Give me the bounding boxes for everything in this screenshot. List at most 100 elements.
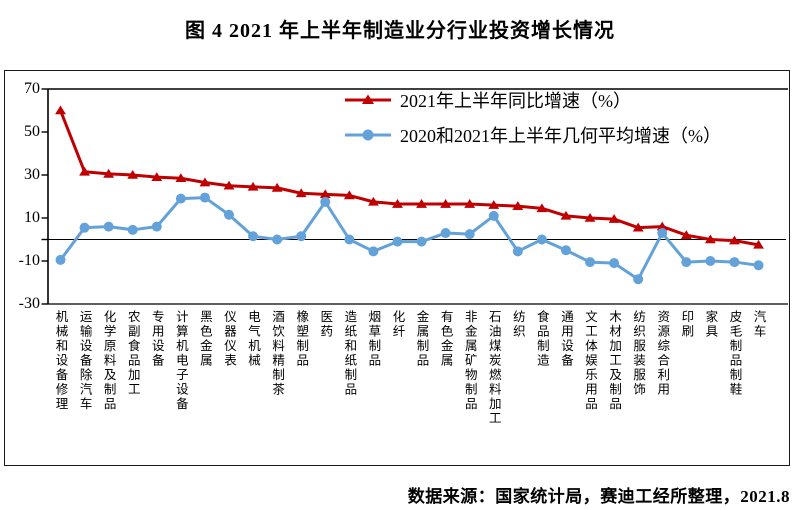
series-geomean-marker <box>440 228 451 239</box>
series-yoy-marker <box>512 201 524 210</box>
series-yoy-marker <box>632 222 644 232</box>
series-yoy-marker <box>103 168 115 178</box>
series-geomean-marker <box>368 246 379 257</box>
series-geomean-marker <box>488 210 499 221</box>
series-geomean-marker <box>272 234 283 245</box>
series-yoy-marker <box>223 180 235 190</box>
chart-legend: 2021年上半年同比增速（%） 2020和2021年上半年几何平均增速（%） <box>344 88 721 158</box>
series-geomean-marker <box>127 224 138 235</box>
x-axis-category-label: 黑色金属 <box>197 310 212 368</box>
series-geomean-marker <box>585 257 596 268</box>
series-geomean-marker <box>344 234 355 245</box>
series-geomean-marker <box>705 256 716 266</box>
x-axis-category-label: 电气机械 <box>246 310 261 368</box>
series-yoy-marker <box>392 199 403 208</box>
legend-label-geomean: 2020和2021年上半年几何平均增速（%） <box>400 126 721 146</box>
x-axis-category-label: 纺织 <box>510 310 525 339</box>
series-geomean-marker <box>79 222 90 233</box>
series-geomean-marker <box>296 231 307 242</box>
x-axis-category-label: 酒饮料精制茶 <box>270 310 285 397</box>
series-geomean-marker <box>633 274 644 285</box>
x-axis-category-label: 金属制品 <box>414 310 429 368</box>
series-geomean-marker <box>151 221 162 232</box>
series-yoy-marker <box>488 200 500 209</box>
series-geomean-marker <box>681 257 692 268</box>
series-geomean-marker <box>657 228 668 239</box>
x-axis-category-label: 运输设备除汽车 <box>77 310 92 412</box>
series-yoy-marker <box>536 203 548 213</box>
y-axis-tick-label: 50 <box>24 123 40 140</box>
legend-marker-yoy-icon <box>345 94 391 104</box>
series-yoy-marker <box>79 166 90 176</box>
x-axis-category-label: 皮毛制品制鞋 <box>727 310 742 397</box>
series-yoy-marker <box>440 199 452 208</box>
series-yoy-marker <box>55 105 66 115</box>
legend-marker-geomean-icon <box>345 129 391 141</box>
x-axis-category-label: 造纸和纸制品 <box>342 310 357 397</box>
x-axis-category-label: 专用设备 <box>149 310 164 368</box>
y-axis-tick-label: 30 <box>24 166 40 183</box>
data-source-note: 数据来源：国家统计局，赛迪工经所整理，2021.8 <box>407 487 790 506</box>
series-geomean-marker <box>753 260 764 271</box>
series-geomean-marker <box>464 229 475 240</box>
series-yoy-marker <box>319 189 331 199</box>
series-geomean-marker <box>512 246 523 257</box>
x-axis-category-label: 印刷 <box>679 310 694 339</box>
series-yoy-line <box>59 109 761 247</box>
x-axis-category-label: 仪器仪表 <box>221 310 236 368</box>
series-yoy-marker <box>729 235 740 245</box>
x-axis-category-label: 通用设备 <box>558 310 573 368</box>
x-axis-category-label: 非金属矿物制品 <box>462 310 477 412</box>
x-axis-category-label: 有色金属 <box>438 310 453 368</box>
series-yoy-marker <box>343 190 355 200</box>
x-axis-category-label: 木材加工及制品 <box>607 310 622 412</box>
series-geomean-marker <box>103 221 114 232</box>
x-axis-category-label: 汽车 <box>751 310 766 339</box>
series-yoy-marker <box>151 172 163 181</box>
series-geomean-line <box>59 196 761 281</box>
series-yoy-marker <box>753 239 764 249</box>
x-axis-category-label: 家具 <box>703 310 718 339</box>
y-axis-tick-label: -10 <box>18 252 40 269</box>
x-axis-category-label: 资源综合利用 <box>655 310 670 397</box>
series-yoy-marker <box>584 213 596 222</box>
x-axis-category-label: 计算机电子设备 <box>173 310 188 412</box>
y-axis-tick-label: 70 <box>24 80 40 97</box>
series-geomean-marker <box>609 258 620 269</box>
series-geomean-marker <box>536 234 547 245</box>
y-axis-tick-label: -30 <box>18 295 40 312</box>
legend-label-yoy: 2021年上半年同比增速（%） <box>400 91 631 111</box>
series-yoy-marker <box>464 199 476 208</box>
legend-row-geomean: 2020和2021年上半年几何平均增速（%） <box>344 123 721 147</box>
x-axis-category-label: 化学原料及制品 <box>101 310 116 412</box>
chart-outer-border <box>4 70 790 466</box>
chart-title: 图 4 2021 年上半年制造业分行业投资增长情况 <box>185 20 615 42</box>
series-geomean-marker <box>416 236 427 247</box>
series-yoy-marker <box>175 173 187 183</box>
series-yoy-marker <box>247 181 259 191</box>
x-axis-category-label: 石油煤炭燃料加工 <box>486 310 501 426</box>
series-geomean-marker <box>248 231 259 242</box>
series-yoy-marker <box>271 182 283 192</box>
series-geomean-marker <box>320 196 331 207</box>
series-geomean-marker <box>199 192 210 203</box>
series-geomean-marker <box>392 236 403 247</box>
series-yoy-marker <box>368 196 379 206</box>
series-geomean-marker <box>223 209 234 220</box>
x-axis-category-label: 纺织服装服饰 <box>631 310 646 397</box>
x-axis-category-label: 农副食品加工 <box>125 310 140 397</box>
legend-row-yoy: 2021年上半年同比增速（%） <box>344 88 721 112</box>
series-yoy-marker <box>199 177 211 187</box>
series-geomean-marker <box>175 193 186 204</box>
series-yoy-marker <box>608 214 620 223</box>
x-axis-category-label: 食品制造 <box>534 310 549 368</box>
x-axis-category-label: 机械和设备修理 <box>53 310 68 412</box>
series-yoy-marker <box>704 234 716 244</box>
series-yoy-marker <box>295 188 307 198</box>
x-axis-category-label: 化纤 <box>390 310 405 339</box>
series-geomean-marker <box>729 257 740 268</box>
x-axis-category-label: 文工体娱乐用品 <box>583 310 598 412</box>
series-yoy-marker <box>560 210 572 220</box>
